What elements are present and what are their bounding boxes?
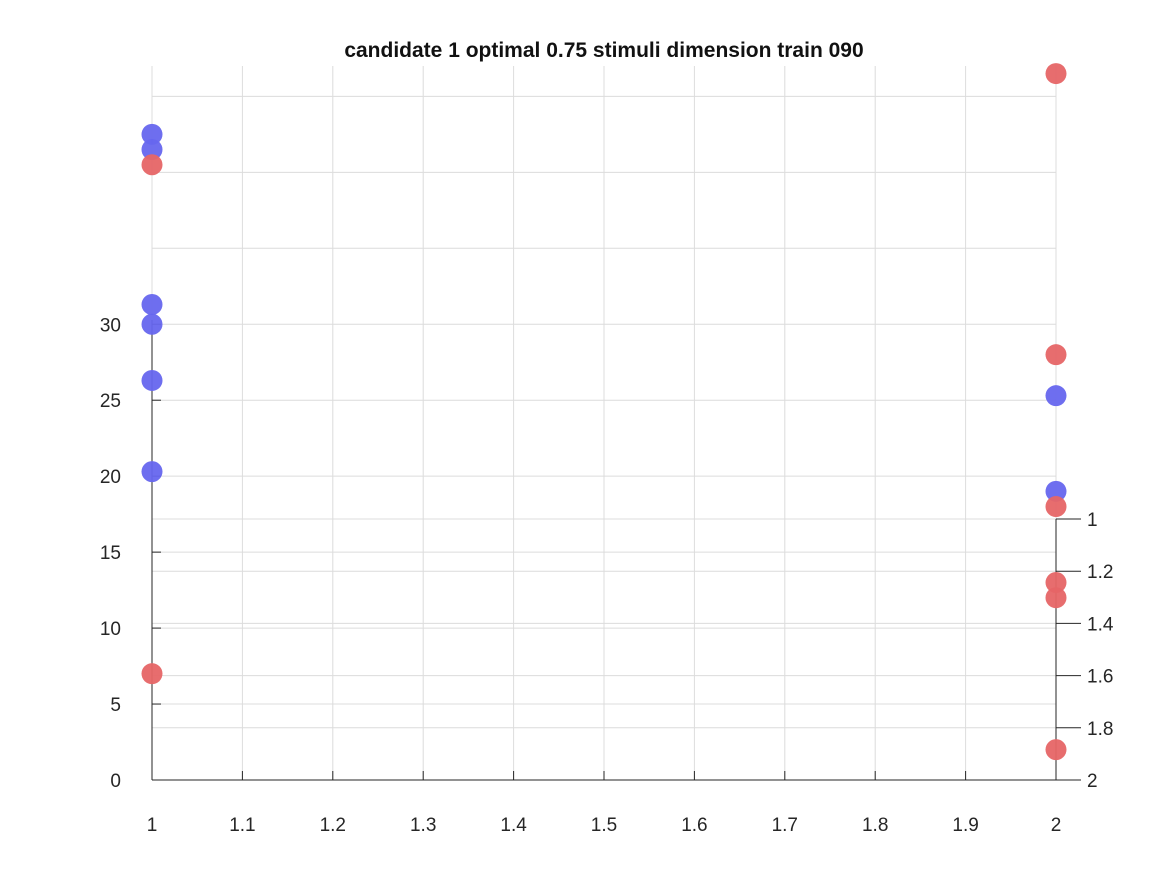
x-tick-label: 1.7: [772, 815, 798, 836]
data-point: [141, 294, 163, 316]
x-tick-label: 1.3: [410, 815, 436, 836]
right-y-tick-label: 2: [1087, 771, 1098, 792]
x-tick-label: 1.4: [500, 815, 527, 836]
data-point: [141, 369, 163, 391]
data-point: [141, 313, 163, 335]
data-points: [141, 63, 1067, 761]
data-point: [141, 461, 163, 483]
left-y-tick-label: 10: [100, 619, 121, 640]
data-point: [1045, 63, 1067, 85]
x-tick-label: 1: [147, 815, 158, 836]
x-tick-label: 2: [1051, 815, 1062, 836]
data-point: [141, 139, 163, 161]
x-tick-label: 1.6: [681, 815, 707, 836]
left-y-tick-label: 5: [110, 695, 121, 716]
data-point: [141, 123, 163, 145]
x-tick-label: 1.8: [862, 815, 888, 836]
left-y-tick-label: 30: [100, 315, 121, 336]
right-y-tick-label: 1.8: [1087, 719, 1113, 740]
data-point: [1045, 480, 1067, 502]
chart-title: candidate 1 optimal 0.75 stimuli dimensi…: [344, 39, 863, 62]
data-point: [1045, 496, 1067, 518]
data-point: [1045, 587, 1067, 609]
right-y-tick-label: 1.2: [1087, 562, 1113, 583]
right-y-tick-label: 1.4: [1087, 614, 1114, 635]
data-point: [1045, 344, 1067, 366]
left-y-tick-label: 25: [100, 391, 121, 412]
axes: 1 1.1 1.2 1.3 1.4 1.5 1.6 1.7 1.8 1.9 205101520253…: [100, 315, 1114, 836]
x-tick-label: 1.9: [952, 815, 978, 836]
data-point: [1045, 572, 1067, 594]
right-y-tick-label: 1.6: [1087, 667, 1113, 688]
x-tick-label: 1.2: [320, 815, 346, 836]
grid: [151, 66, 1057, 781]
data-point: [141, 663, 163, 685]
data-point: [141, 154, 163, 176]
right-y-tick-label: 1: [1087, 510, 1098, 531]
left-y-tick-label: 20: [100, 467, 121, 488]
left-y-tick-label: 15: [100, 543, 121, 564]
data-point: [1045, 739, 1067, 761]
x-tick-label: 1.1: [229, 815, 255, 836]
data-point: [1045, 385, 1067, 407]
x-tick-label: 1.5: [591, 815, 617, 836]
left-y-tick-label: 0: [110, 771, 121, 792]
